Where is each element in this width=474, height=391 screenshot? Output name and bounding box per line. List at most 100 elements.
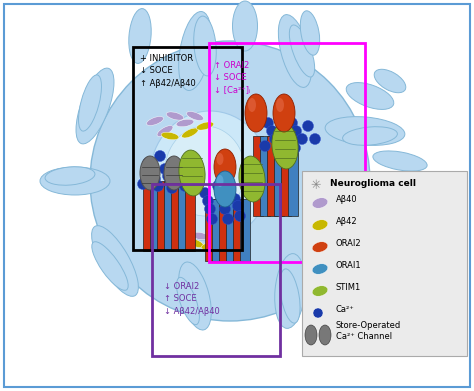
Bar <box>133 47 242 250</box>
Ellipse shape <box>176 119 194 127</box>
Text: ↑ ORAI2
↓ SOCE
↓ [Ca²⁺]ᵢ: ↑ ORAI2 ↓ SOCE ↓ [Ca²⁺]ᵢ <box>214 61 251 95</box>
Bar <box>178 181 188 251</box>
Bar <box>267 136 277 216</box>
Ellipse shape <box>90 41 370 321</box>
Ellipse shape <box>301 11 319 55</box>
Ellipse shape <box>217 153 224 165</box>
Ellipse shape <box>346 83 394 109</box>
Circle shape <box>153 181 164 192</box>
Ellipse shape <box>91 226 138 296</box>
Circle shape <box>219 203 230 215</box>
Ellipse shape <box>40 167 110 195</box>
Circle shape <box>173 160 183 172</box>
Bar <box>212 199 222 261</box>
Ellipse shape <box>278 14 311 88</box>
Ellipse shape <box>248 98 256 112</box>
Circle shape <box>184 167 195 179</box>
Text: + INHIBITOR
↓ SOCE
↑ Aβ42/Aβ40: + INHIBITOR ↓ SOCE ↑ Aβ42/Aβ40 <box>140 54 196 88</box>
Ellipse shape <box>245 94 267 132</box>
Circle shape <box>166 183 177 194</box>
Ellipse shape <box>217 175 224 187</box>
Circle shape <box>174 176 185 187</box>
Bar <box>164 181 174 251</box>
Text: STIM1: STIM1 <box>336 283 361 292</box>
Circle shape <box>204 203 216 215</box>
Ellipse shape <box>239 156 265 202</box>
Ellipse shape <box>343 127 397 145</box>
Bar <box>253 136 263 216</box>
Ellipse shape <box>76 68 114 144</box>
Text: Ca²⁺: Ca²⁺ <box>336 305 355 314</box>
Ellipse shape <box>140 156 160 190</box>
Bar <box>260 136 270 216</box>
Circle shape <box>217 194 228 204</box>
Ellipse shape <box>45 167 95 185</box>
Text: ↓ ORAI2
↑ SOCE
↓ Aβ42/Aβ40: ↓ ORAI2 ↑ SOCE ↓ Aβ42/Aβ40 <box>164 282 219 316</box>
Circle shape <box>233 201 244 212</box>
Bar <box>152 184 280 356</box>
Ellipse shape <box>273 94 295 132</box>
Circle shape <box>263 118 273 129</box>
Bar <box>171 181 181 251</box>
Ellipse shape <box>305 325 317 345</box>
Ellipse shape <box>196 122 214 130</box>
Ellipse shape <box>194 16 216 76</box>
Bar <box>209 43 365 262</box>
Ellipse shape <box>186 111 203 120</box>
Ellipse shape <box>370 213 410 249</box>
Ellipse shape <box>164 156 184 190</box>
Ellipse shape <box>179 262 211 330</box>
Ellipse shape <box>381 179 429 233</box>
Ellipse shape <box>92 242 128 290</box>
Bar <box>274 136 284 216</box>
Circle shape <box>143 158 154 169</box>
Circle shape <box>291 126 301 136</box>
Ellipse shape <box>312 242 328 252</box>
Ellipse shape <box>280 269 300 323</box>
Text: ORAI2: ORAI2 <box>336 239 362 248</box>
Ellipse shape <box>214 149 236 185</box>
Circle shape <box>259 140 271 151</box>
Ellipse shape <box>150 111 270 241</box>
Bar <box>205 199 215 261</box>
Ellipse shape <box>374 69 406 93</box>
Ellipse shape <box>129 9 151 63</box>
Circle shape <box>286 118 298 129</box>
Circle shape <box>297 133 308 145</box>
Ellipse shape <box>161 132 179 140</box>
Ellipse shape <box>319 325 331 345</box>
Ellipse shape <box>179 11 211 90</box>
Ellipse shape <box>233 1 257 51</box>
Text: ✳: ✳ <box>310 179 320 192</box>
Bar <box>185 181 195 251</box>
Circle shape <box>222 213 234 224</box>
Ellipse shape <box>373 151 427 171</box>
Circle shape <box>166 158 177 169</box>
Ellipse shape <box>214 171 236 207</box>
Circle shape <box>284 136 295 147</box>
Circle shape <box>229 194 240 204</box>
Bar <box>233 199 243 261</box>
Text: Aβ42: Aβ42 <box>336 217 357 226</box>
Circle shape <box>274 142 285 154</box>
Circle shape <box>302 120 313 131</box>
Ellipse shape <box>177 277 200 325</box>
Ellipse shape <box>272 123 298 169</box>
Text: ORAI1: ORAI1 <box>336 260 362 269</box>
Circle shape <box>225 188 236 199</box>
Ellipse shape <box>206 225 224 233</box>
Circle shape <box>149 174 161 185</box>
Circle shape <box>163 170 173 181</box>
Ellipse shape <box>337 189 383 263</box>
Ellipse shape <box>179 150 205 196</box>
Ellipse shape <box>312 286 328 296</box>
Circle shape <box>200 188 210 199</box>
Text: Aβ40: Aβ40 <box>336 194 357 203</box>
Ellipse shape <box>312 198 328 208</box>
Circle shape <box>212 181 224 192</box>
Circle shape <box>290 142 301 154</box>
Bar <box>150 181 160 251</box>
Ellipse shape <box>191 232 209 240</box>
Circle shape <box>146 165 157 176</box>
Bar <box>157 181 167 251</box>
